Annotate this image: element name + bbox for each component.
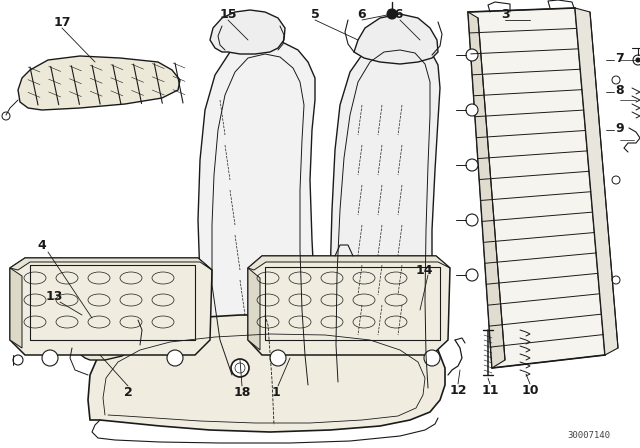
Text: 30007140: 30007140 — [567, 431, 610, 440]
Polygon shape — [10, 268, 22, 348]
Circle shape — [633, 55, 640, 65]
Circle shape — [612, 276, 620, 284]
Polygon shape — [468, 8, 605, 368]
Circle shape — [466, 269, 478, 281]
Polygon shape — [468, 12, 505, 368]
Circle shape — [466, 159, 478, 171]
Polygon shape — [248, 256, 450, 270]
Text: 15: 15 — [220, 8, 237, 21]
Polygon shape — [575, 8, 618, 355]
Polygon shape — [88, 315, 445, 432]
Polygon shape — [10, 258, 212, 270]
Text: 3: 3 — [500, 8, 509, 21]
Text: 16: 16 — [387, 8, 404, 21]
Circle shape — [612, 176, 620, 184]
Circle shape — [424, 350, 440, 366]
Circle shape — [235, 363, 245, 373]
Text: 12: 12 — [449, 383, 467, 396]
Polygon shape — [248, 256, 450, 355]
Circle shape — [13, 355, 23, 365]
Text: 9: 9 — [616, 121, 624, 134]
Circle shape — [466, 214, 478, 226]
Text: 5: 5 — [310, 8, 319, 21]
Text: 17: 17 — [53, 16, 71, 29]
Circle shape — [387, 9, 397, 19]
Text: 13: 13 — [45, 289, 63, 302]
Polygon shape — [354, 14, 438, 64]
Polygon shape — [198, 40, 320, 398]
Text: 10: 10 — [521, 383, 539, 396]
Polygon shape — [248, 268, 260, 350]
Text: 2: 2 — [124, 385, 132, 399]
Text: 6: 6 — [358, 8, 366, 21]
Text: 11: 11 — [481, 383, 499, 396]
Circle shape — [466, 104, 478, 116]
Circle shape — [2, 112, 10, 120]
Text: 4: 4 — [38, 238, 46, 251]
Text: 18: 18 — [234, 385, 251, 399]
Circle shape — [231, 359, 249, 377]
Circle shape — [636, 58, 640, 62]
Text: 14: 14 — [415, 263, 433, 276]
Polygon shape — [210, 10, 285, 54]
Circle shape — [612, 76, 620, 84]
Circle shape — [466, 49, 478, 61]
Circle shape — [42, 350, 58, 366]
Circle shape — [270, 350, 286, 366]
Polygon shape — [68, 308, 140, 360]
Text: 8: 8 — [616, 83, 624, 96]
Text: 7: 7 — [616, 52, 625, 65]
Text: 1: 1 — [271, 385, 280, 399]
Circle shape — [167, 350, 183, 366]
Polygon shape — [10, 258, 212, 355]
Polygon shape — [18, 56, 180, 110]
Polygon shape — [328, 38, 440, 402]
